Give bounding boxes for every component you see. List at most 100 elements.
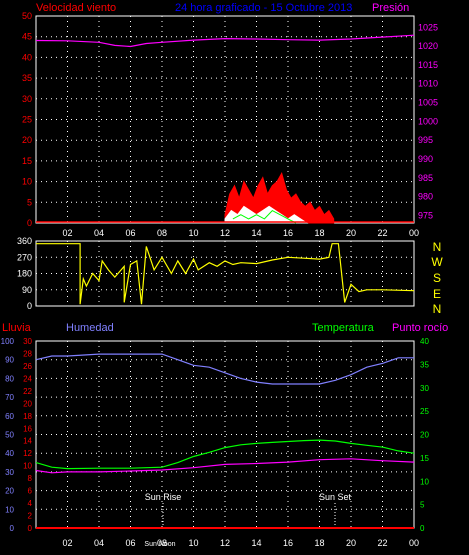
x-tick-label: 02 [62,538,72,548]
temp-tick-label: 0 [420,524,425,533]
temp-tick-label: 35 [420,360,429,369]
wind-other-line [232,209,297,224]
humidity-tick-label: 90 [5,356,14,365]
rain-tick-label: 28 [23,349,32,358]
x-tick-label: 04 [94,228,104,238]
wind-tick-label: 15 [22,156,32,166]
x-tick-label: 04 [94,538,104,548]
pressure-label: Presión [372,2,409,14]
direction-tick-label: 360 [17,236,32,246]
pressure-line [35,34,415,48]
rain-tick-label: 2 [28,512,33,521]
humidity-tick-label: 100 [1,337,15,346]
humidity-tick-label: 40 [5,449,14,458]
temp-tick-label: 25 [420,407,429,416]
wind-tick-label: 5 [27,197,32,207]
humidity-tick-label: 20 [5,487,14,496]
x-tick-label: 18 [314,228,324,238]
humidity-tick-label: 60 [5,412,14,421]
rain-label: Lluvia [2,322,32,334]
panel-humidity-frame [35,340,415,529]
pressure-tick-label: 1025 [418,22,438,32]
temperature-label: Temperatura [312,322,375,334]
rain-tick-label: 10 [23,462,32,471]
x-tick-label: 00 [409,538,419,548]
humidity-tick-label: 0 [10,524,15,533]
wind-speed-label: Velocidad viento [36,2,116,14]
pressure-tick-label: 1005 [418,98,438,108]
rain-tick-label: 0 [28,524,33,533]
wind-tick-label: 40 [22,52,32,62]
direction-tick-label: 180 [17,269,32,279]
wind-gust-area [224,172,335,224]
humidity-tick-label: 70 [5,393,14,402]
wind-tick-label: 25 [22,115,32,125]
wind-tick-label: 35 [22,73,32,83]
sun-noon-label: Sun Noon [144,541,175,548]
rain-tick-label: 8 [28,474,33,483]
wind-direction-line [36,243,415,305]
temp-tick-label: 15 [420,454,429,463]
x-tick-label: 14 [251,228,261,238]
x-tick-label: 06 [125,228,135,238]
wind-tick-label: 50 [22,11,32,21]
pressure-tick-label: 1015 [418,60,438,70]
temp-tick-label: 5 [420,501,425,510]
wind-tick-label: 45 [22,32,32,42]
x-tick-label: 02 [62,228,72,238]
temp-tick-label: 30 [420,384,429,393]
x-tick-label: 22 [377,538,387,548]
rain-tick-label: 20 [23,399,32,408]
x-tick-label: 08 [157,228,167,238]
rain-tick-label: 12 [23,449,32,458]
x-tick-label: 16 [283,538,293,548]
x-tick-label: 20 [346,228,356,238]
pressure-tick-label: 975 [418,210,433,220]
sunset-label: Sun Set [319,492,352,502]
x-tick-label: 12 [220,228,230,238]
x-tick-label: 14 [251,538,261,548]
rain-tick-label: 26 [23,362,32,371]
rain-tick-label: 6 [28,487,33,496]
wind-avg-area [224,205,309,224]
direction-tick-label: 270 [17,252,32,262]
x-tick-label: 16 [283,228,293,238]
pressure-tick-label: 990 [418,154,433,164]
humidity-tick-label: 30 [5,468,14,477]
dewpoint-line [35,458,415,474]
compass-n-bottom: N [433,302,442,316]
wind-tick-label: 0 [27,218,32,228]
direction-tick-label: 0 [27,301,32,311]
rain-tick-label: 22 [23,387,32,396]
direction-tick-label: 90 [22,285,32,295]
chart-title: 24 hora graficado - 15 Octubre 2013 [175,2,352,14]
x-tick-label: 20 [346,538,356,548]
x-tick-label: 22 [377,228,387,238]
temp-tick-label: 40 [420,337,429,346]
humidity-tick-label: 10 [5,505,14,514]
compass-w: W [431,255,443,269]
wind-tick-label: 30 [22,94,32,104]
rain-tick-label: 24 [23,374,32,383]
rain-tick-label: 16 [23,424,32,433]
dewpoint-label: Punto rocío [392,322,448,334]
sunrise-label: Sun Rise [145,492,182,502]
compass-s: S [433,271,441,285]
x-tick-label: 10 [188,228,198,238]
wind-tick-label: 10 [22,177,32,187]
pressure-tick-label: 1010 [418,79,438,89]
x-tick-label: 06 [125,538,135,548]
pressure-tick-label: 1020 [418,41,438,51]
rain-tick-label: 14 [23,437,32,446]
pressure-tick-label: 985 [418,173,433,183]
temperature-line [35,439,415,470]
humidity-label: Humedad [66,322,114,334]
temp-tick-label: 10 [420,477,429,486]
rain-tick-label: 4 [28,499,33,508]
pressure-tick-label: 980 [418,192,433,202]
pressure-tick-label: 995 [418,135,433,145]
x-tick-label: 10 [188,538,198,548]
temp-tick-label: 20 [420,431,429,440]
rain-tick-label: 18 [23,412,32,421]
